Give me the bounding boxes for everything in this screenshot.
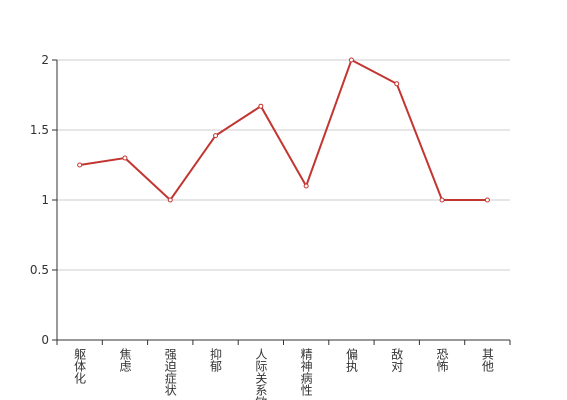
x-tick-label: 精神病性 [299, 348, 313, 397]
x-tick-label: 偏执 [344, 347, 358, 373]
point [348, 57, 354, 63]
point [394, 81, 400, 87]
point [122, 155, 128, 161]
x-tick-label: 敌对 [390, 347, 404, 372]
point [484, 197, 490, 203]
y-tick-label: 1.5 [30, 123, 49, 137]
y-tick-label: 0.5 [30, 263, 49, 277]
x-tick-label: 躯体化 [73, 347, 87, 385]
point [303, 183, 309, 189]
x-tick-label: 焦虑 [118, 348, 132, 372]
x-tick-label: 人际关系敏感 [254, 348, 268, 400]
x-tick-label: 恐怖 [435, 348, 449, 372]
point [167, 197, 173, 203]
y-tick-label: 1 [41, 193, 49, 207]
point [258, 103, 264, 109]
line [79, 58, 488, 202]
y-tick-label: 2 [41, 53, 49, 67]
x-tick-label: 抑郁 [209, 347, 223, 373]
x-tick-label: 其他 [480, 348, 494, 372]
point [213, 133, 219, 139]
point [77, 162, 83, 168]
x-tick-label: 强迫症状 [163, 348, 177, 396]
point [439, 197, 445, 203]
y-tick-label: 0 [41, 333, 49, 347]
